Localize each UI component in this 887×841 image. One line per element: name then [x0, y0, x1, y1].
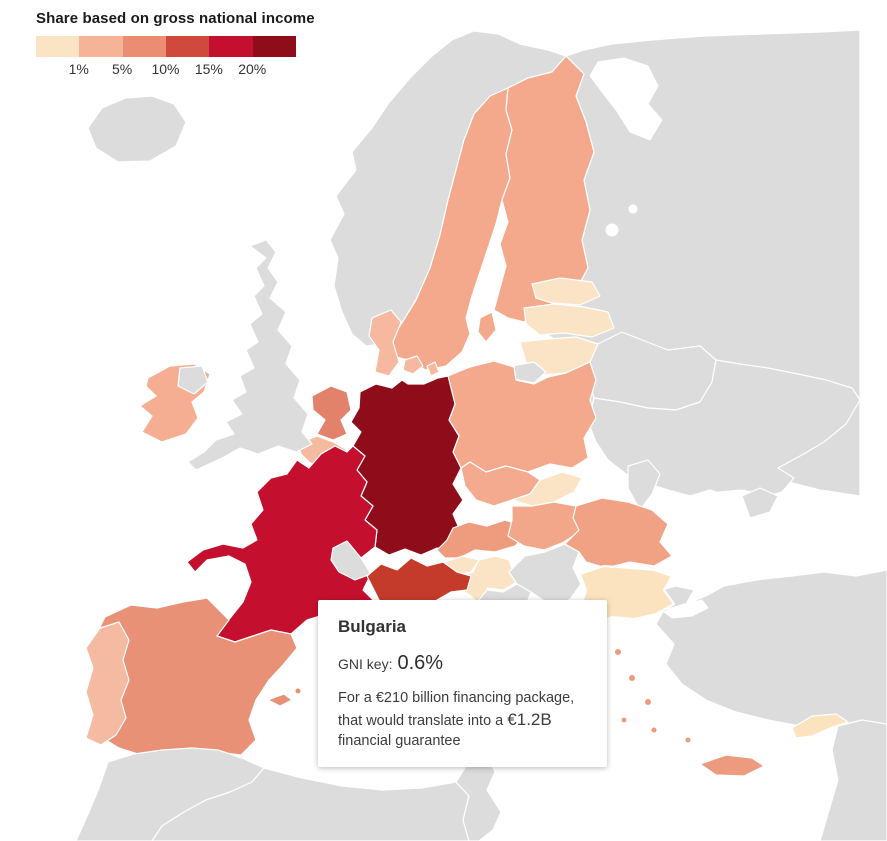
country-switzerland: [330, 540, 372, 581]
lake-onega: [628, 204, 638, 214]
country-portugal[interactable]: [85, 621, 130, 746]
country-romania[interactable]: [564, 497, 673, 569]
legend-tick: 20%: [238, 61, 267, 77]
country-denmark[interactable]: [368, 309, 402, 377]
crimea-peninsula: [741, 487, 779, 519]
country-united-kingdom: [187, 239, 313, 471]
legend-swatch-2: [79, 36, 123, 57]
lake-ladoga: [605, 223, 619, 237]
legend-swatch-6: [252, 36, 296, 57]
legend-tick: 15%: [194, 61, 223, 77]
country-estonia[interactable]: [531, 277, 601, 306]
tooltip-gni-value: 0.6%: [397, 652, 444, 674]
legend-title: Share based on gross national income: [36, 10, 315, 27]
sea-of-marmara: [662, 599, 709, 619]
country-latvia[interactable]: [523, 303, 615, 338]
crete-island[interactable]: [699, 754, 765, 777]
gotland-island[interactable]: [477, 311, 497, 343]
legend-tick: 5%: [111, 61, 133, 77]
denmark-islands[interactable]: [402, 355, 440, 377]
country-cyprus[interactable]: [791, 713, 849, 739]
levant-coast: [819, 719, 887, 841]
country-moldova: [627, 459, 661, 511]
legend-tick: 10%: [151, 61, 180, 77]
legend-swatch-1: [36, 36, 80, 57]
tooltip-description-text: For a €210 billion financing package, th…: [338, 690, 575, 729]
tooltip-gni-row: GNI key: 0.6%: [338, 652, 587, 675]
tooltip-country-name: Bulgaria: [338, 617, 407, 636]
balearic-islands[interactable]: [267, 693, 293, 707]
tooltip-gni-label: GNI key:: [338, 656, 393, 672]
legend-tick: 1%: [68, 61, 89, 77]
tooltip-description: For a €210 billion financing package, th…: [338, 688, 587, 751]
country-tooltip: Bulgaria GNI key: 0.6% For a €210 billio…: [318, 600, 607, 768]
northern-ireland-region: [177, 365, 209, 395]
legend-swatch-5: [209, 36, 253, 57]
legend-swatch-4: [165, 36, 210, 57]
legend-color-scale: [36, 36, 296, 57]
country-netherlands[interactable]: [311, 385, 352, 441]
legend-tick-labels: 1% 5% 10% 15% 20%: [57, 61, 315, 77]
legend-swatch-3: [122, 36, 166, 57]
legend: Share based on gross national income 1% …: [36, 10, 315, 77]
country-iceland: [87, 95, 187, 163]
white-sea: [589, 57, 663, 141]
minorca-island[interactable]: [294, 687, 302, 695]
tooltip-description-text: financial guarantee: [338, 733, 461, 750]
aegean-islands[interactable]: [614, 648, 692, 744]
tooltip-guarantee-amount: €1.2B: [507, 710, 552, 729]
